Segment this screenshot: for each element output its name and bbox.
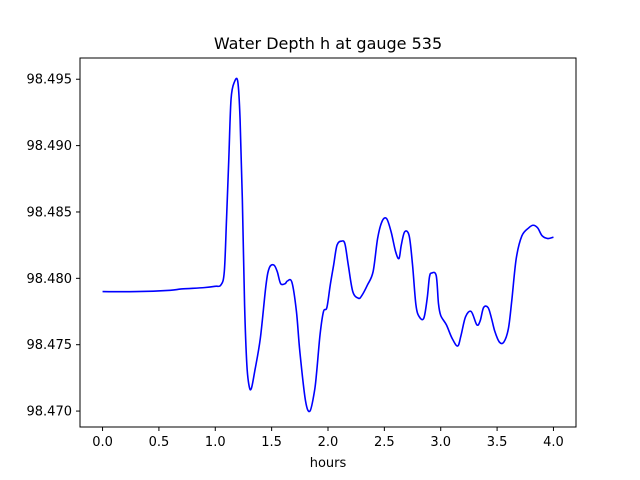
x-tick-label: 3.0 bbox=[430, 435, 451, 450]
y-tick-label: 98.470 bbox=[27, 405, 73, 420]
y-tick-label: 98.480 bbox=[27, 272, 73, 287]
chart-title: Water Depth h at gauge 535 bbox=[214, 34, 442, 53]
y-tick-label: 98.495 bbox=[27, 73, 73, 88]
y-tick-label: 98.475 bbox=[27, 338, 73, 353]
y-axis: 98.470 98.475 98.480 98.485 98.490 98.495 bbox=[27, 73, 80, 420]
x-axis: 0.0 0.5 1.0 1.5 2.0 2.5 3.0 3.5 4.0 bbox=[92, 427, 564, 450]
x-tick-label: 2.5 bbox=[374, 435, 395, 450]
x-tick-label: 0.0 bbox=[92, 435, 113, 450]
x-tick-label: 3.5 bbox=[487, 435, 508, 450]
y-tick-label: 98.490 bbox=[27, 139, 73, 154]
x-tick-label: 0.5 bbox=[149, 435, 170, 450]
x-tick-label: 1.5 bbox=[261, 435, 282, 450]
x-axis-label: hours bbox=[310, 456, 347, 471]
water-depth-line bbox=[102, 77, 554, 413]
x-tick-label: 4.0 bbox=[543, 435, 564, 450]
x-tick-label: 1.0 bbox=[205, 435, 226, 450]
y-tick-label: 98.485 bbox=[27, 205, 73, 220]
x-tick-label: 2.0 bbox=[318, 435, 339, 450]
